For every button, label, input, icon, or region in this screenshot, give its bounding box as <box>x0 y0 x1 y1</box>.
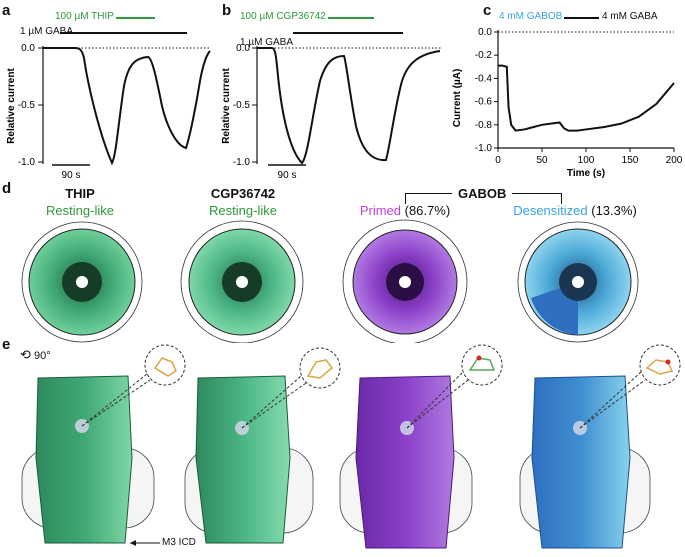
topview-desensitized <box>517 221 639 343</box>
trace-chart-b: 0.0 -0.5 -1.0 Relative current 90 s <box>221 43 442 180</box>
ytick-label: 0.0 <box>21 43 35 54</box>
panel-label-a: a <box>2 2 11 19</box>
panel-label-e: e <box>2 336 11 353</box>
scalebar-label-a: 90 s <box>62 170 81 180</box>
scalebar-label-b: 90 s <box>278 170 297 180</box>
thip-application-bar <box>85 17 155 19</box>
panel-b: 100 µM CGP36742 1 µM GABA 0.0 -0.5 -1.0 … <box>220 0 445 180</box>
primed-label: Primed (86.7%) <box>340 203 470 218</box>
xtick-label: 0 <box>495 155 501 166</box>
trace-chart-c: 0.0 -0.2 -0.4 -0.6 -0.8 -1.00 50 100 150 200 Curr… <box>452 27 683 179</box>
ytick-label: -0.2 <box>475 50 493 61</box>
sideview-primed <box>339 344 503 549</box>
gaba-application-bar-c <box>563 17 599 19</box>
gaba-bar-label-c: 4 mM GABA <box>602 11 658 22</box>
gabob-bar-label: 4 mM GABOB <box>499 11 565 22</box>
ytick-label: -1.0 <box>475 143 493 154</box>
cgp-application-bar <box>308 17 374 19</box>
rotation-arrow-icon: ⟲ <box>20 347 31 362</box>
desensitized-label: Desensitized (13.3%) <box>505 203 645 218</box>
state-label-cgp: Resting-like <box>209 203 277 218</box>
topview-thip <box>21 221 143 343</box>
ytick-label: -1.0 <box>18 157 36 168</box>
x-axis-label-c: Time (s) <box>567 168 605 179</box>
m3-icd-arrowhead <box>130 540 136 546</box>
top-view-maps <box>21 219 639 343</box>
y-axis-label-b: Relative current <box>221 68 232 144</box>
xtick-label: 100 <box>578 155 595 166</box>
primed-state: Primed <box>359 203 402 218</box>
sideview-desensitized <box>519 344 681 549</box>
ytick-label: -0.8 <box>475 120 493 131</box>
xtick-label: 150 <box>622 155 639 166</box>
topview-primed <box>342 219 468 343</box>
side-view-maps <box>21 344 681 549</box>
ytick-label: 0.0 <box>478 27 492 38</box>
cgp-bar-label: 100 µM CGP36742 <box>240 11 328 22</box>
y-axis-label-c: Current (µA) <box>452 69 463 128</box>
xtick-label: 200 <box>666 155 683 166</box>
trace-chart-a: 0.0 -0.5 -1.0 Relative current 90 s <box>6 43 211 180</box>
desensitized-percent: (13.3%) <box>587 203 637 218</box>
ytick-label: -1.0 <box>233 157 251 168</box>
gaba-application-bar-b <box>293 32 403 34</box>
col-title-thip: THIP <box>65 186 95 201</box>
thip-bar-label: 100 µM THIP <box>55 11 116 22</box>
rotation-degrees: 90° <box>33 350 51 362</box>
y-axis-label-a: Relative current <box>6 68 17 144</box>
m3-icd-label: M3 ICD <box>162 537 196 548</box>
rotation-label: ⟲ 90° <box>20 347 51 363</box>
ytick-label: -0.5 <box>233 100 251 111</box>
ytick-label: 0.0 <box>236 43 250 54</box>
gaba-bar-label-a: 1 µM GABA <box>20 26 73 37</box>
topview-cgp <box>180 220 304 343</box>
primed-percent: (86.7%) <box>401 203 451 218</box>
gabob-group-title: GABOB <box>452 186 513 201</box>
sideview-cgp <box>184 347 341 544</box>
state-label-thip: Resting-like <box>46 203 114 218</box>
axes-c: 0.0 -0.2 -0.4 -0.6 -0.8 -1.00 50 100 150 200 <box>475 27 683 166</box>
col-title-cgp: CGP36742 <box>210 186 276 201</box>
ytick-label: -0.4 <box>475 73 493 84</box>
desensitized-state: Desensitized <box>513 203 588 218</box>
panel-c: 4 mM GABOB 4 mM GABA 0.0 -0.2 -0.4 -0.6 -0.8… <box>450 0 685 180</box>
gaba-bar-label-b: 1 µM GABA <box>240 37 293 48</box>
panel-label-b: b <box>222 2 232 19</box>
gaba-application-bar-a <box>60 32 187 34</box>
panel-a: 100 µM THIP 1 µM GABA 0.0 -0.5 -1.0 Rela… <box>0 0 215 180</box>
current-trace-a <box>43 47 211 166</box>
sideview-thip <box>21 344 186 544</box>
current-trace-b <box>257 47 441 165</box>
xtick-label: 50 <box>536 155 548 166</box>
panel-label-d: d <box>2 180 12 197</box>
current-trace-c <box>498 64 675 132</box>
ytick-label: -0.6 <box>475 97 493 108</box>
ytick-label: -0.5 <box>18 100 36 111</box>
panel-label-c: c <box>483 2 492 19</box>
